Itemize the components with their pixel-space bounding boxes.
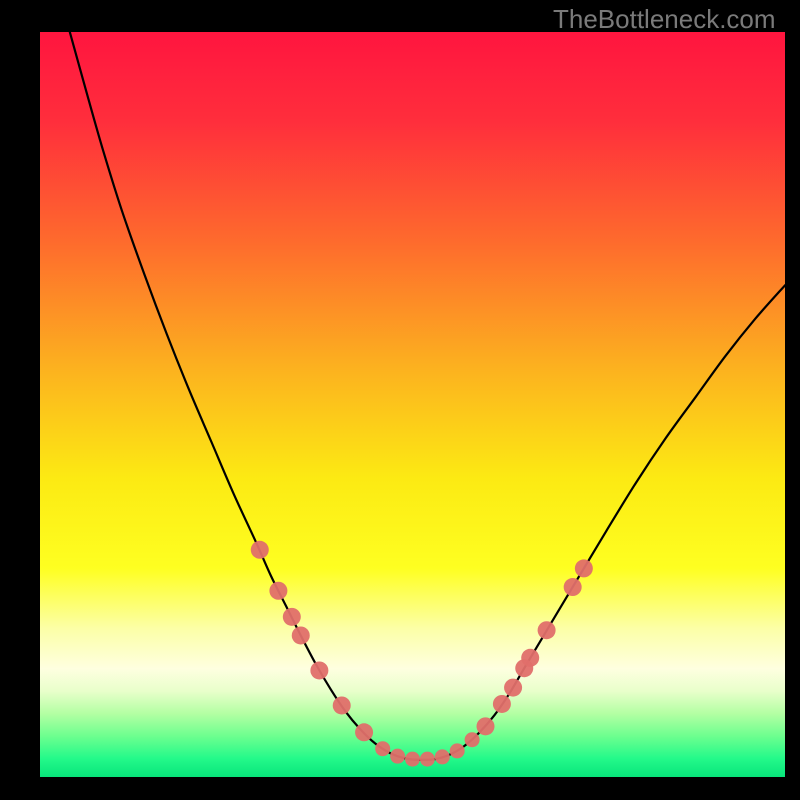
chart-stage: TheBottleneck.com	[0, 0, 800, 800]
curve-marker	[450, 743, 465, 758]
curve-marker	[465, 732, 480, 747]
curve-marker	[390, 749, 405, 764]
curve-marker	[333, 696, 351, 714]
curve-marker	[355, 723, 373, 741]
chart-background-gradient	[40, 32, 785, 777]
watermark-text: TheBottleneck.com	[553, 4, 776, 35]
curve-marker	[292, 626, 310, 644]
curve-marker	[435, 749, 450, 764]
bottleneck-curve-chart	[40, 32, 785, 777]
curve-marker	[564, 578, 582, 596]
curve-marker	[521, 649, 539, 667]
curve-marker	[283, 608, 301, 626]
curve-marker	[405, 752, 420, 767]
curve-marker	[420, 752, 435, 767]
curve-marker	[493, 695, 511, 713]
curve-marker	[375, 741, 390, 756]
curve-marker	[310, 661, 328, 679]
curve-marker	[538, 621, 556, 639]
curve-marker	[575, 559, 593, 577]
curve-marker	[251, 541, 269, 559]
curve-marker	[504, 679, 522, 697]
curve-marker	[477, 717, 495, 735]
curve-marker	[269, 582, 287, 600]
